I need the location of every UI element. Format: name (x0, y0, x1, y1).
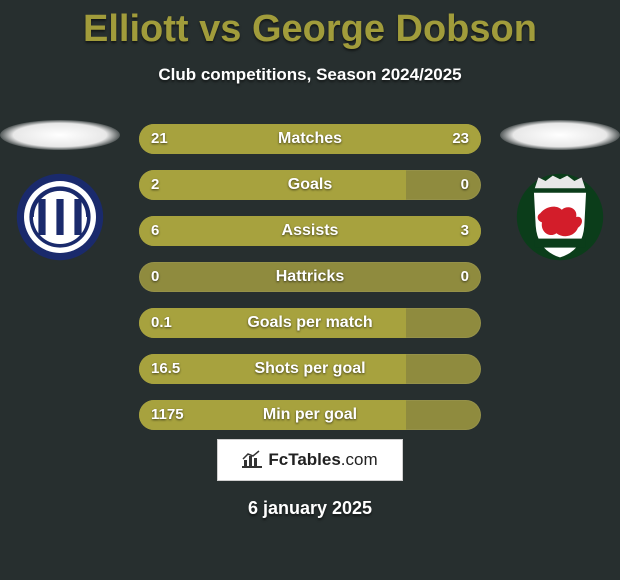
chart-icon (242, 450, 262, 471)
stat-row: 2Goals0 (139, 170, 481, 200)
stat-value-right: 23 (452, 124, 469, 154)
brand-text: FcTables.com (268, 450, 377, 470)
stat-value-right: 0 (461, 262, 469, 292)
stat-row: 1175Min per goal (139, 400, 481, 430)
stat-row: 6Assists3 (139, 216, 481, 246)
stat-value-right: 3 (461, 216, 469, 246)
brand-name: FcTables (268, 450, 340, 469)
player-left-panel (0, 120, 120, 262)
page-title: Elliott vs George Dobson (0, 0, 620, 51)
stat-label: Goals per match (139, 308, 481, 338)
stat-label: Min per goal (139, 400, 481, 430)
player-right-panel (500, 120, 620, 262)
stat-label: Hattricks (139, 262, 481, 292)
brand-suffix: .com (341, 450, 378, 469)
player-right-silhouette (500, 120, 620, 150)
reading-crest-icon (15, 172, 105, 262)
stat-label: Goals (139, 170, 481, 200)
wrexham-crest-icon (515, 172, 605, 262)
stat-row: 16.5Shots per goal (139, 354, 481, 384)
page-subtitle: Club competitions, Season 2024/2025 (0, 65, 620, 85)
stat-row: 21Matches23 (139, 124, 481, 154)
stat-label: Assists (139, 216, 481, 246)
player-left-silhouette (0, 120, 120, 150)
stat-row: 0.1Goals per match (139, 308, 481, 338)
brand-badge: FcTables.com (217, 439, 403, 481)
stat-row: 0Hattricks0 (139, 262, 481, 292)
stat-value-right: 0 (461, 170, 469, 200)
stat-label: Matches (139, 124, 481, 154)
stat-label: Shots per goal (139, 354, 481, 384)
stats-bars: 21Matches232Goals06Assists30Hattricks00.… (139, 124, 481, 446)
page-date: 6 january 2025 (0, 498, 620, 519)
